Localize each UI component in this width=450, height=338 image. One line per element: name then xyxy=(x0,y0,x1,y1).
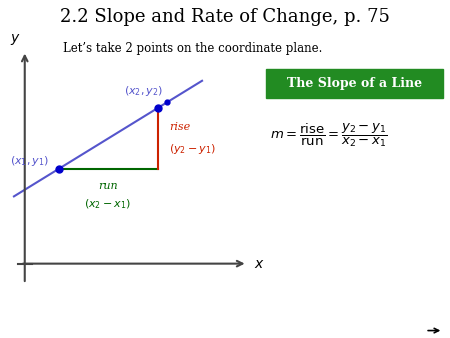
Text: $y$: $y$ xyxy=(9,32,20,47)
Text: Let’s take 2 points on the coordinate plane.: Let’s take 2 points on the coordinate pl… xyxy=(63,42,322,55)
Text: run: run xyxy=(98,181,118,191)
Text: 2.2 Slope and Rate of Change, p. 75: 2.2 Slope and Rate of Change, p. 75 xyxy=(60,8,390,26)
Text: $x$: $x$ xyxy=(254,257,265,271)
FancyBboxPatch shape xyxy=(266,69,443,98)
Text: $m = \dfrac{\mathrm{rise}}{\mathrm{run}} = \dfrac{y_2-y_1}{x_2-x_1}$: $m = \dfrac{\mathrm{rise}}{\mathrm{run}}… xyxy=(270,122,388,149)
Text: $(x_2-x_1)$: $(x_2-x_1)$ xyxy=(85,198,131,211)
Text: rise: rise xyxy=(169,122,190,132)
Text: The Slope of a Line: The Slope of a Line xyxy=(287,77,422,90)
Text: $(x_2, y_2)$: $(x_2, y_2)$ xyxy=(124,84,164,98)
Text: $(y_2-y_1)$: $(y_2-y_1)$ xyxy=(169,142,216,156)
Text: $(x_1, y_1)$: $(x_1, y_1)$ xyxy=(10,153,50,168)
